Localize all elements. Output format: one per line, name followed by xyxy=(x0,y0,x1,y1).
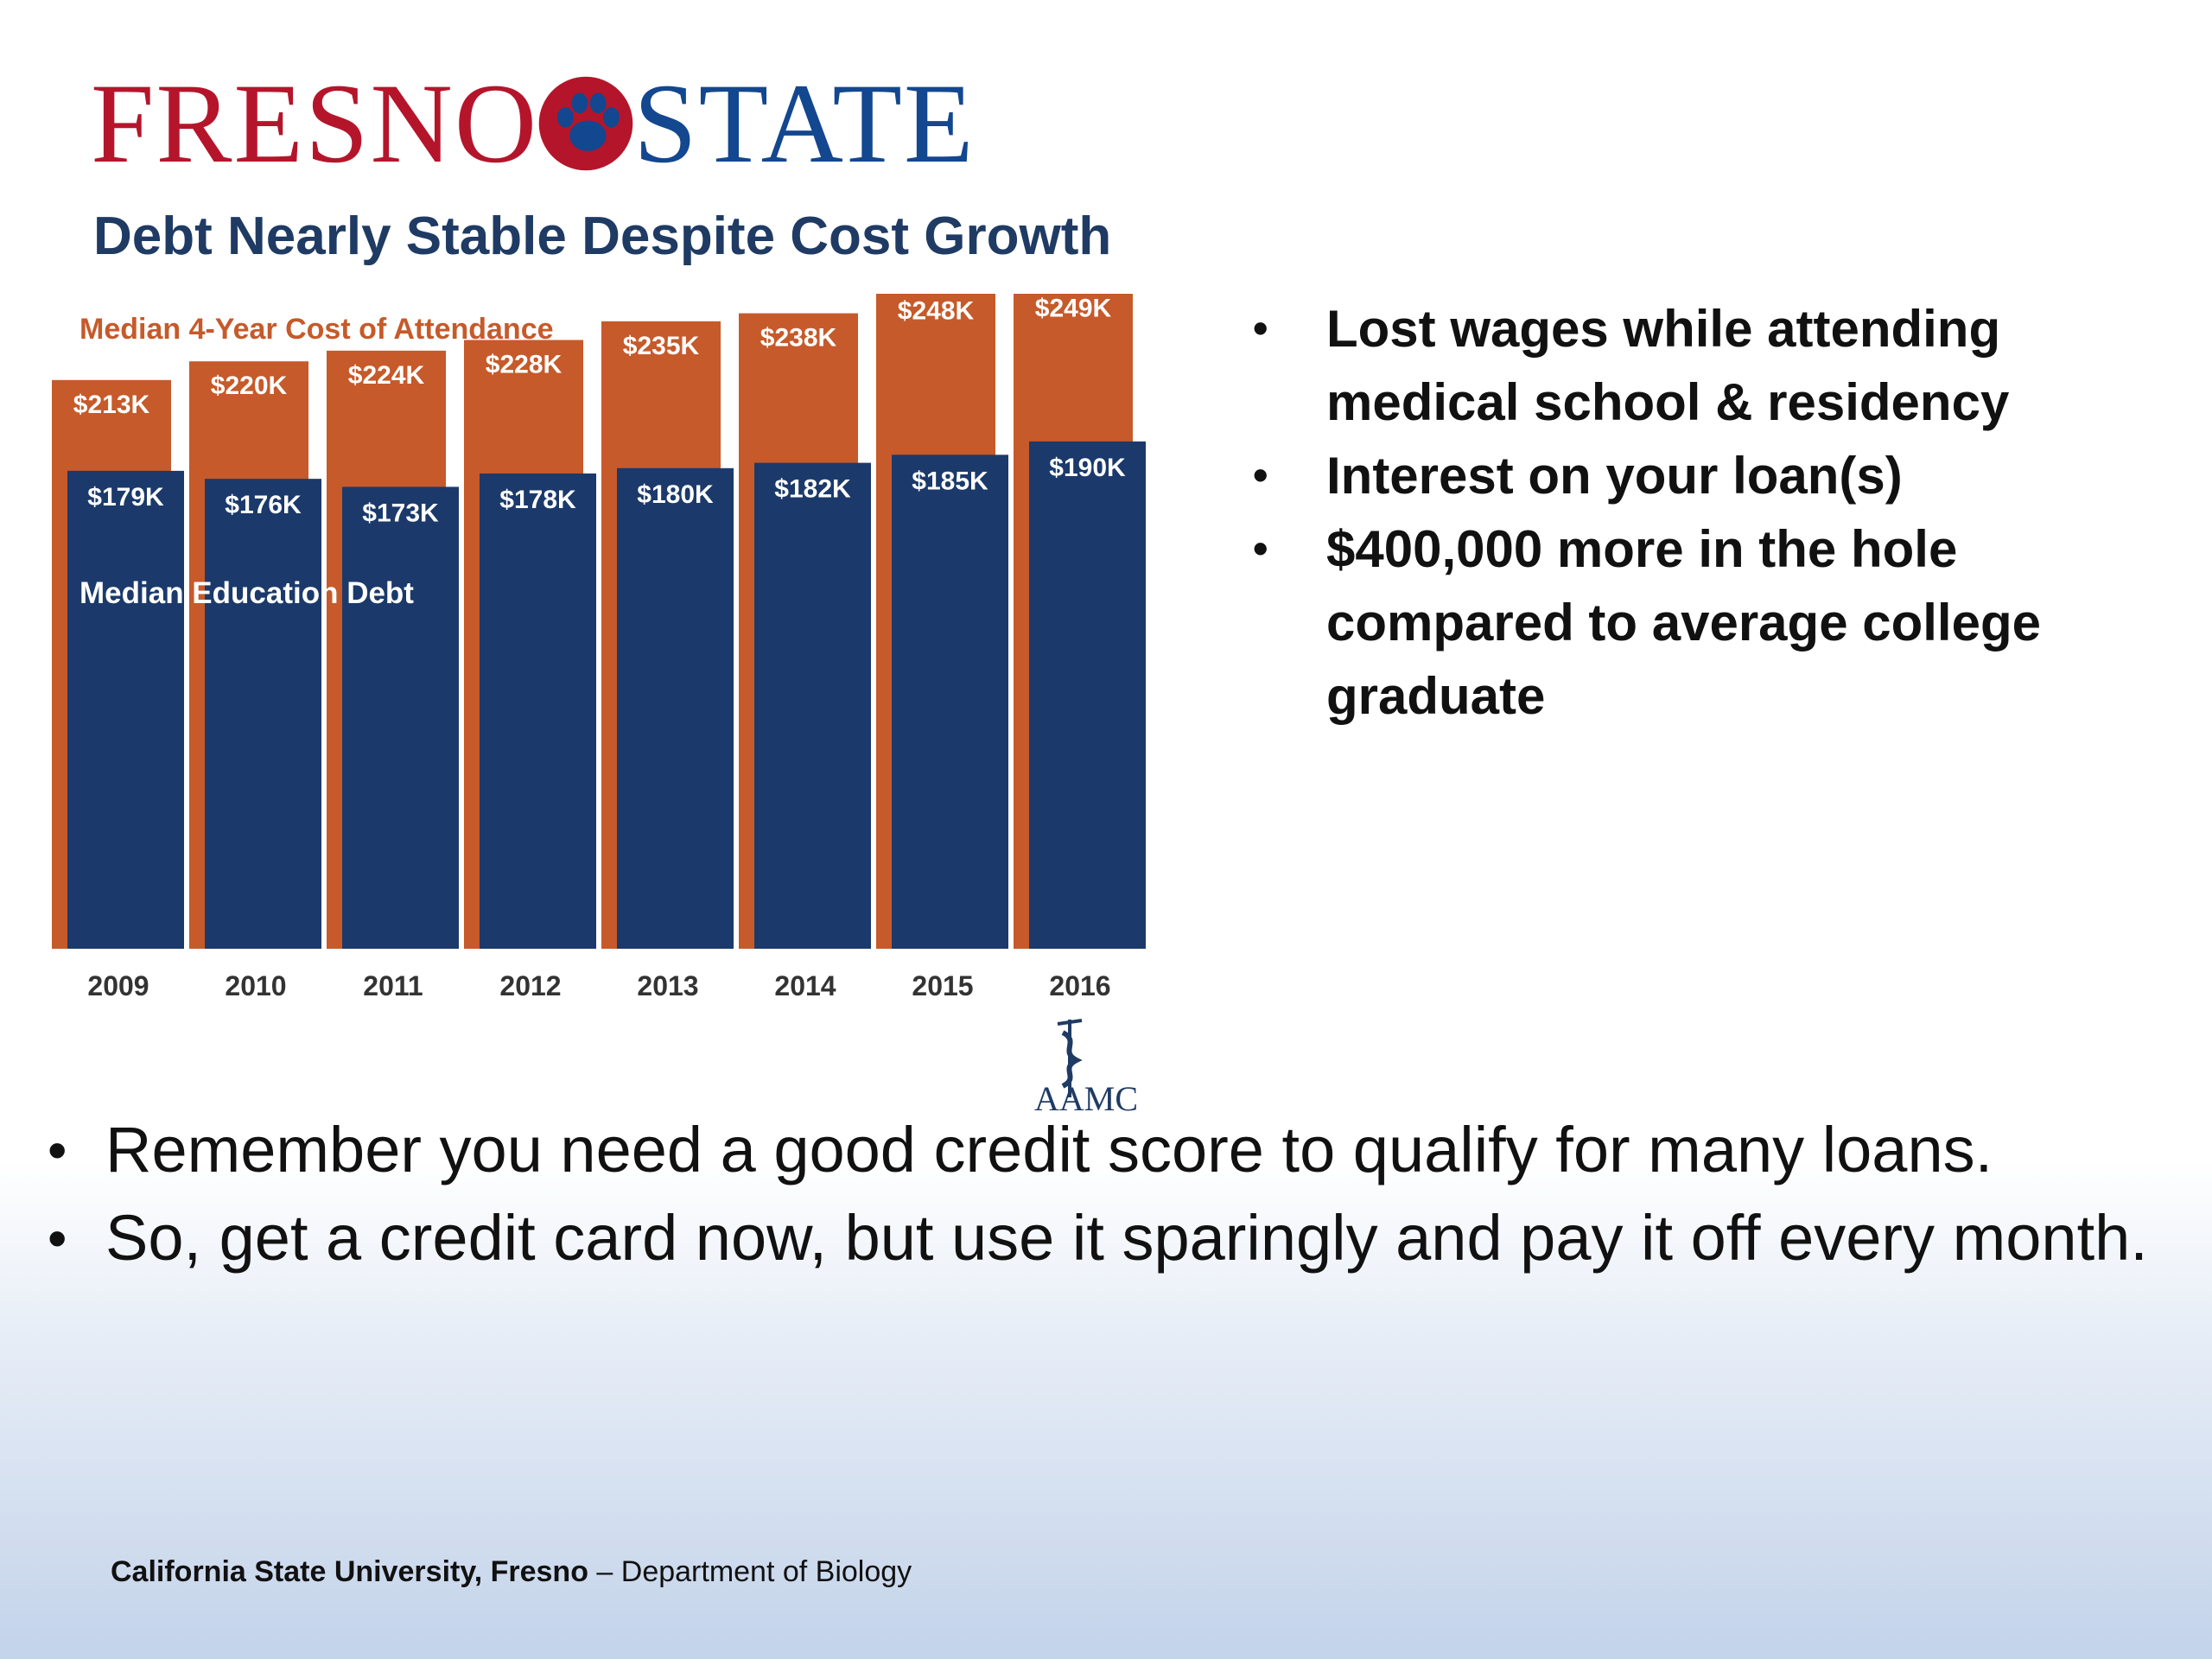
cost-data-label: $249K xyxy=(1035,295,1112,323)
cost-data-label: $213K xyxy=(73,391,150,419)
side-bullet: Lost wages while attending medical schoo… xyxy=(1253,292,2160,439)
paw-icon xyxy=(538,76,633,171)
x-tick-label: 2012 xyxy=(499,970,561,1001)
cost-data-label: $248K xyxy=(898,297,975,326)
debt-bar xyxy=(480,473,596,949)
footer: California State University, Fresno – De… xyxy=(111,1555,912,1589)
debt-data-label: $180K xyxy=(637,480,714,509)
logo-fresno-text: FRESNO xyxy=(91,60,539,187)
debt-bar xyxy=(1029,441,1146,949)
debt-data-label: $190K xyxy=(1049,454,1126,482)
cost-data-label: $235K xyxy=(623,332,700,360)
cost-data-label: $228K xyxy=(486,350,563,378)
x-tick-label: 2010 xyxy=(225,970,286,1001)
debt-bar xyxy=(754,462,871,949)
debt-data-label: $179K xyxy=(87,483,164,512)
caduceus-icon xyxy=(1057,1019,1083,1097)
chart-title: Debt Nearly Stable Despite Cost Growth xyxy=(93,207,1112,266)
footer-university: California State University, Fresno xyxy=(111,1555,588,1588)
cost-data-label: $238K xyxy=(760,324,837,353)
debt-bar xyxy=(617,467,734,949)
debt-bar xyxy=(342,486,459,949)
logo-state-text: STATE xyxy=(633,60,976,187)
x-tick-label: 2013 xyxy=(637,970,698,1001)
side-bullet-list: Lost wages while attending medical schoo… xyxy=(1253,292,2160,733)
main-bullet: Remember you need a good credit score to… xyxy=(48,1106,2156,1194)
side-bullet: $400,000 more in the hole compared to av… xyxy=(1253,512,2160,733)
debt-data-label: $176K xyxy=(225,491,302,519)
debt-bar xyxy=(67,470,184,949)
x-tick-label: 2009 xyxy=(87,970,149,1001)
x-tick-label: 2016 xyxy=(1049,970,1110,1001)
debt-bar xyxy=(892,454,1008,949)
footer-department: – Department of Biology xyxy=(588,1555,912,1588)
series-label-debt: Median Education Debt xyxy=(79,576,414,610)
debt-bar xyxy=(205,479,321,949)
bar-chart: $213K $179K 2009 $220K $176K 2010 $224K $173K 20… xyxy=(52,294,1146,1001)
x-tick-label: 2011 xyxy=(363,970,423,1001)
cost-data-label: $220K xyxy=(211,372,288,400)
main-bullet-list: Remember you need a good credit score to… xyxy=(48,1106,2156,1282)
x-tick-label: 2014 xyxy=(774,970,836,1001)
series-label-cost: Median 4-Year Cost of Attendance xyxy=(79,313,554,346)
fresno-state-logo: FRESNO STATE xyxy=(91,60,976,187)
side-bullet: Interest on your loan(s) xyxy=(1253,439,2160,512)
debt-data-label: $178K xyxy=(499,486,576,514)
cost-data-label: $224K xyxy=(348,361,425,390)
debt-data-label: $173K xyxy=(362,499,439,527)
debt-data-label: $185K xyxy=(912,467,988,495)
debt-data-label: $182K xyxy=(774,475,851,504)
main-bullet: So, get a credit card now, but use it sp… xyxy=(48,1194,2156,1282)
x-tick-label: 2015 xyxy=(912,970,973,1001)
